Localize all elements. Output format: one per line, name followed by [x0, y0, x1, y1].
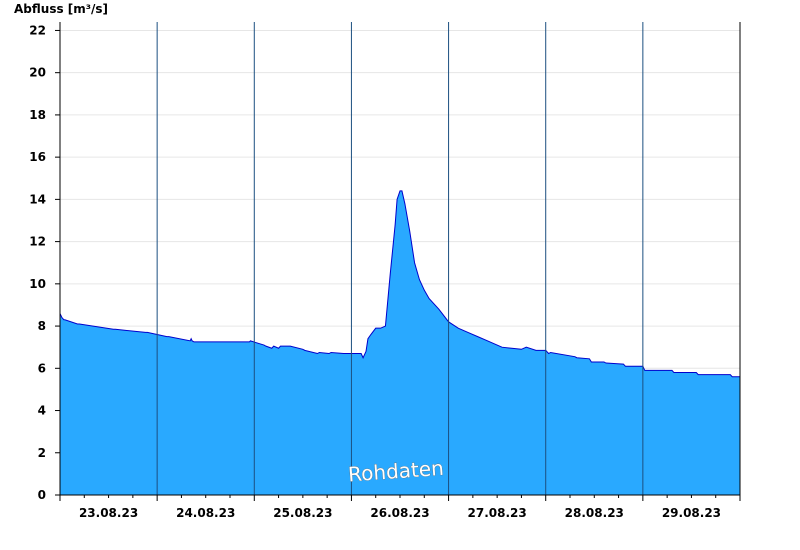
y-tick-label: 18 — [29, 108, 46, 122]
day-separators — [156, 22, 644, 495]
axes — [55, 22, 741, 501]
x-tick-label: 26.08.23 — [370, 506, 429, 520]
y-tick-label: 22 — [29, 23, 46, 37]
x-tick-label: 29.08.23 — [662, 506, 721, 520]
area-series — [59, 190, 740, 495]
x-tick-label: 25.08.23 — [273, 506, 332, 520]
y-tick-label: 4 — [38, 404, 46, 418]
y-tick-label: 12 — [29, 235, 46, 249]
y-tick-label: 20 — [29, 66, 46, 80]
y-tick-label: 6 — [38, 361, 46, 375]
y-tick-label: 2 — [38, 446, 46, 460]
y-tick-label: 14 — [29, 192, 46, 206]
x-tick-label: 24.08.23 — [176, 506, 235, 520]
y-tick-label: 10 — [29, 277, 46, 291]
x-tick-label: 27.08.23 — [468, 506, 527, 520]
y-tick-label: 8 — [38, 319, 46, 333]
discharge-line — [59, 190, 740, 378]
y-tick-label: 0 — [38, 488, 46, 502]
discharge-area — [60, 190, 740, 495]
y-tick-label: 16 — [29, 150, 46, 164]
y-tick-labels: 0 2 4 6 8 10 12 14 16 18 20 22 — [29, 23, 46, 502]
x-tick-label: 23.08.23 — [79, 506, 138, 520]
x-tick-labels: 23.08.23 24.08.23 25.08.23 26.08.23 27.08.23… — [79, 506, 721, 520]
x-tick-label: 28.08.23 — [565, 506, 624, 520]
y-axis-title: Abfluss [m³/s] — [14, 2, 108, 16]
